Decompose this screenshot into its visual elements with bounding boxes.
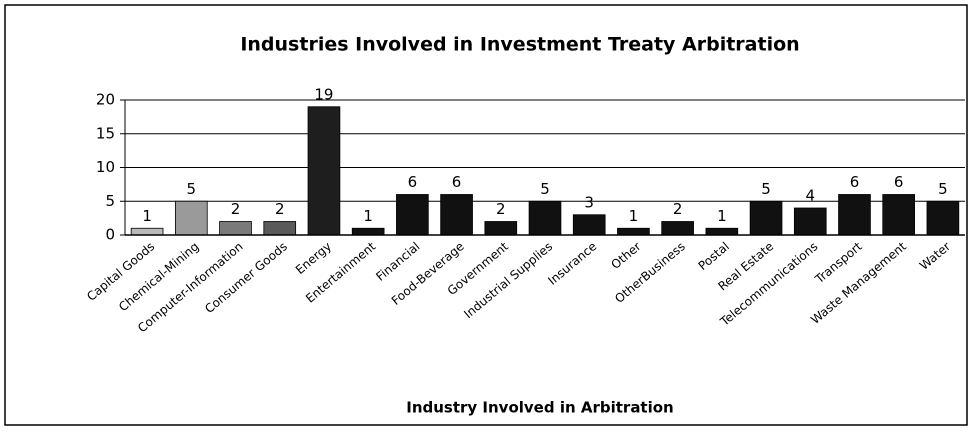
data-label: 1 <box>363 207 373 225</box>
data-label: 1 <box>717 207 727 225</box>
bar <box>705 227 739 236</box>
chart-title: Industries Involved in Investment Treaty… <box>240 34 799 56</box>
data-label: 1 <box>629 207 639 225</box>
y-tick-label: 10 <box>96 158 115 176</box>
bar <box>440 194 473 236</box>
bar <box>528 200 562 236</box>
data-label: 5 <box>540 180 550 198</box>
data-label: 19 <box>314 85 333 103</box>
data-label: 6 <box>452 173 462 191</box>
bar <box>617 227 650 236</box>
bar <box>219 221 252 236</box>
x-axis-title: Industry Involved in Arbitration <box>406 399 673 417</box>
data-label: 5 <box>761 180 771 198</box>
bar <box>882 194 916 236</box>
y-tick-label: 5 <box>105 192 115 210</box>
data-label: 2 <box>673 200 683 218</box>
data-label: 2 <box>275 200 285 218</box>
data-label: 2 <box>231 200 241 218</box>
bar <box>307 106 341 236</box>
data-label: 6 <box>894 173 904 191</box>
bar <box>484 221 518 236</box>
bar <box>793 207 827 236</box>
data-label: 6 <box>850 173 860 191</box>
data-label: 5 <box>938 180 948 198</box>
data-label: 1 <box>142 207 152 225</box>
bar <box>661 221 694 236</box>
bar <box>396 194 429 236</box>
data-label: 3 <box>584 193 594 211</box>
bar <box>572 214 606 236</box>
bar <box>174 200 208 236</box>
y-tick-label: 15 <box>96 124 115 142</box>
y-tick-label: 20 <box>96 91 115 109</box>
data-label: 6 <box>408 173 418 191</box>
data-label: 5 <box>187 180 197 198</box>
y-tick-label: 0 <box>105 226 115 244</box>
bar <box>838 194 871 236</box>
bar <box>749 200 783 236</box>
bar <box>130 227 164 236</box>
data-label: 4 <box>805 187 815 205</box>
data-label: 2 <box>496 200 506 218</box>
bar <box>351 227 385 236</box>
bar <box>926 200 960 236</box>
bar <box>263 221 297 236</box>
